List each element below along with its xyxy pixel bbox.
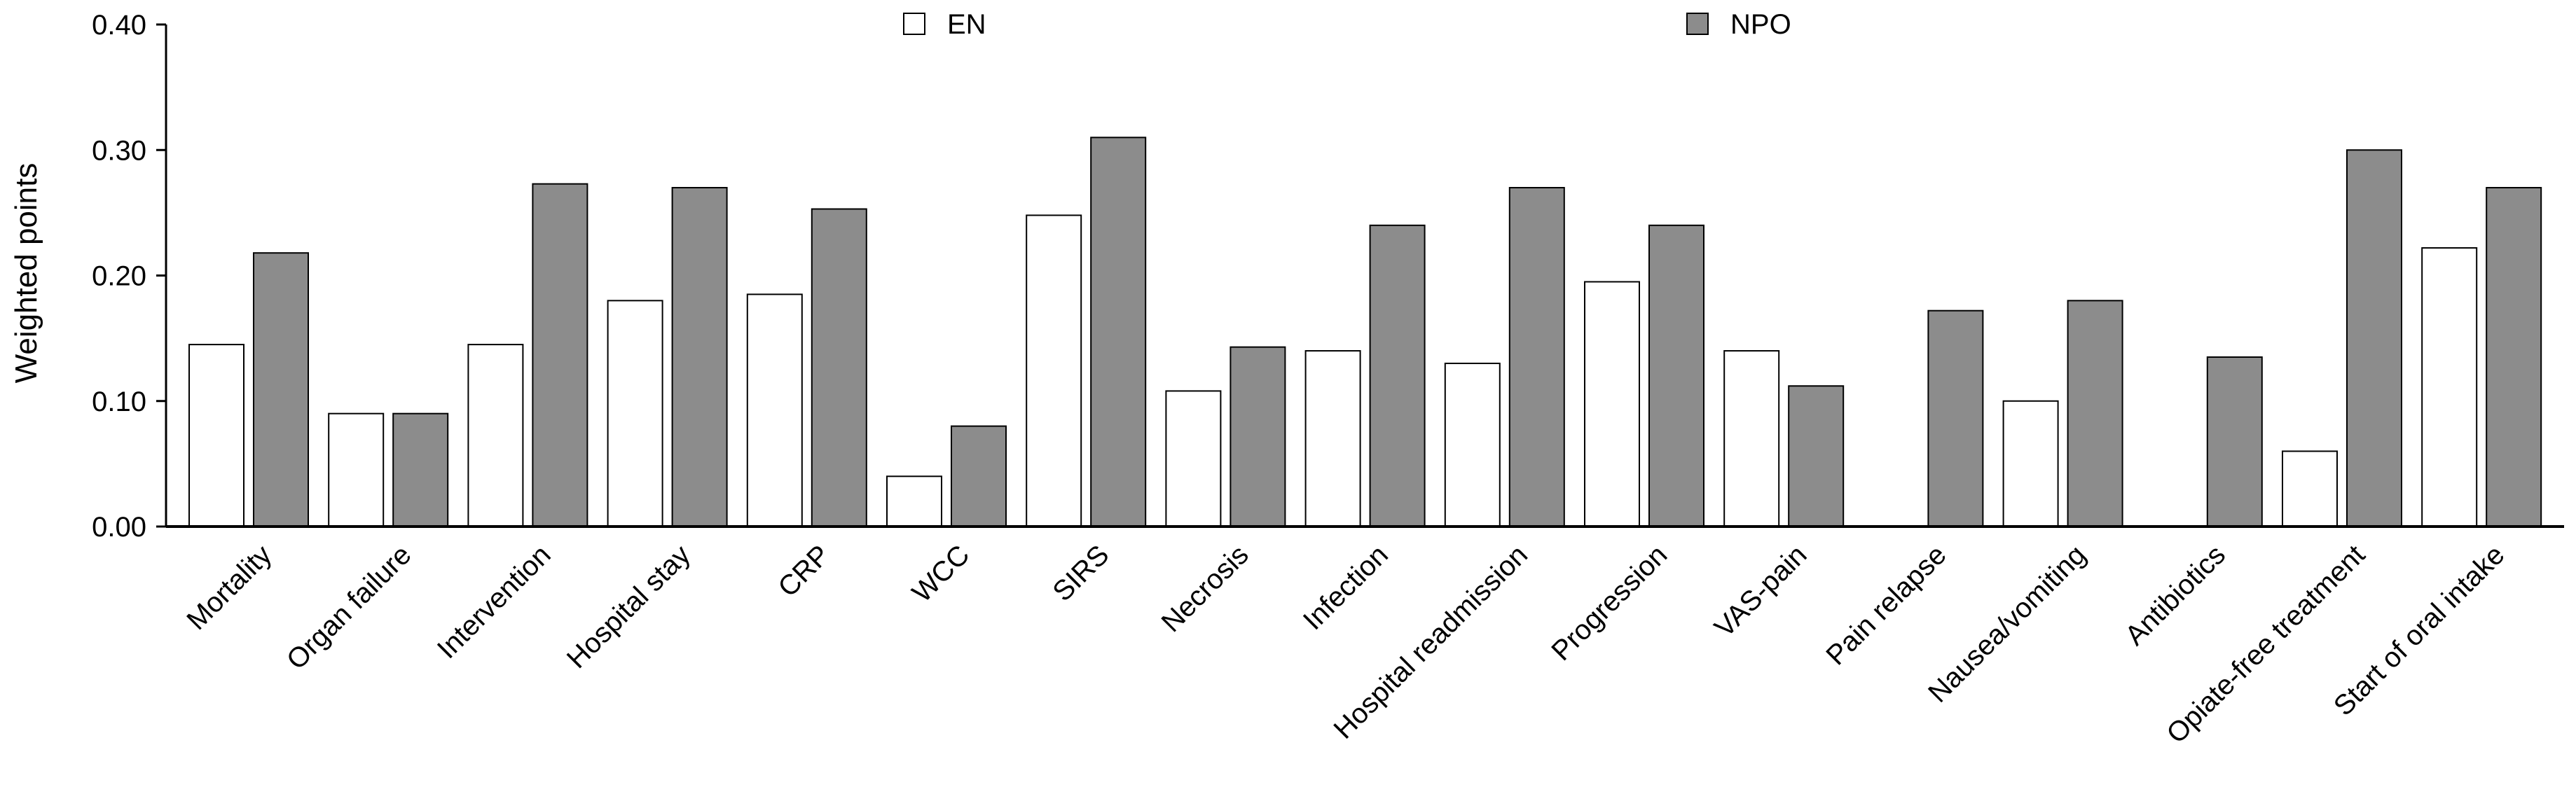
legend: EN NPO xyxy=(903,9,1791,40)
bar-npo-vas-pain xyxy=(1788,385,1845,527)
x-tick-label: Infection xyxy=(1297,539,1394,636)
x-tick-label: Necrosis xyxy=(1156,539,1255,638)
bar-en-start-of-oral-intake xyxy=(2421,247,2478,527)
x-tick-label: Intervention xyxy=(432,539,557,664)
bar-en-hospital-readmission xyxy=(1444,362,1501,527)
bar-npo-hospital-stay xyxy=(671,187,728,527)
y-tick-label: 0.40 xyxy=(92,10,146,41)
bar-en-hospital-stay xyxy=(607,300,663,527)
x-tick-label: Progression xyxy=(1545,539,1673,667)
bar-en-mortality xyxy=(188,344,244,527)
y-tick-label: 0.00 xyxy=(92,512,146,543)
bar-npo-hospital-readmission xyxy=(1508,187,1565,527)
bar-en-infection xyxy=(1304,350,1361,527)
bar-en-vas-pain xyxy=(1723,350,1780,527)
legend-swatch-npo xyxy=(1686,13,1709,35)
bar-en-progression xyxy=(1584,281,1640,527)
bar-npo-sirs xyxy=(1090,137,1147,527)
bar-en-organ-failure xyxy=(328,412,385,527)
x-tick-label: Pain relapse xyxy=(1820,539,1952,671)
x-tick-label: Hospital stay xyxy=(561,539,696,674)
x-tick-label: VAS-pain xyxy=(1709,539,1813,643)
bar-en-intervention xyxy=(467,344,524,527)
bar-npo-organ-failure xyxy=(392,412,449,527)
bar-en-nausea-vomiting xyxy=(2002,400,2059,527)
bar-en-opiate-free-treatment xyxy=(2282,450,2338,528)
bar-npo-wcc xyxy=(951,425,1007,527)
bar-npo-infection xyxy=(1369,224,1426,527)
bar-npo-opiate-free-treatment xyxy=(2346,149,2402,527)
x-tick-label: Mortality xyxy=(181,539,277,636)
x-tick-label: CRP xyxy=(772,539,836,603)
x-axis: Mortality Organ failure Intervention Hospit… xyxy=(166,525,2564,749)
bar-npo-intervention xyxy=(532,183,588,527)
y-tick-label: 0.10 xyxy=(92,386,146,417)
bar-npo-necrosis xyxy=(1230,346,1286,527)
x-tick-label: SIRS xyxy=(1047,539,1115,607)
bar-npo-start-of-oral-intake xyxy=(2486,187,2542,527)
bars xyxy=(188,137,2542,528)
y-tick-label: 0.20 xyxy=(92,261,146,292)
bar-npo-crp xyxy=(811,208,867,527)
bar-npo-pain-relapse xyxy=(1927,309,1984,527)
x-tick-label: Antibiotics xyxy=(2119,539,2231,651)
bar-npo-nausea-vomiting xyxy=(2067,300,2123,527)
bar-en-crp xyxy=(746,293,803,527)
bar-npo-mortality xyxy=(253,252,309,527)
bar-en-wcc xyxy=(886,475,942,527)
legend-label-en: EN xyxy=(947,9,986,40)
legend-label-npo: NPO xyxy=(1730,9,1791,40)
x-tick-label: WCC xyxy=(907,539,976,608)
bar-npo-progression xyxy=(1648,224,1704,527)
bar-en-necrosis xyxy=(1165,390,1222,527)
legend-swatch-en xyxy=(903,13,925,35)
bar-en-sirs xyxy=(1026,214,1082,527)
y-axis-title: Weighted points xyxy=(9,163,43,384)
x-tick-label: Organ failure xyxy=(281,539,418,676)
y-axis: 0.00 0.10 0.20 0.30 0.40 xyxy=(92,10,167,543)
bar-npo-antibiotics xyxy=(2206,356,2263,528)
y-tick-label: 0.30 xyxy=(92,135,146,166)
